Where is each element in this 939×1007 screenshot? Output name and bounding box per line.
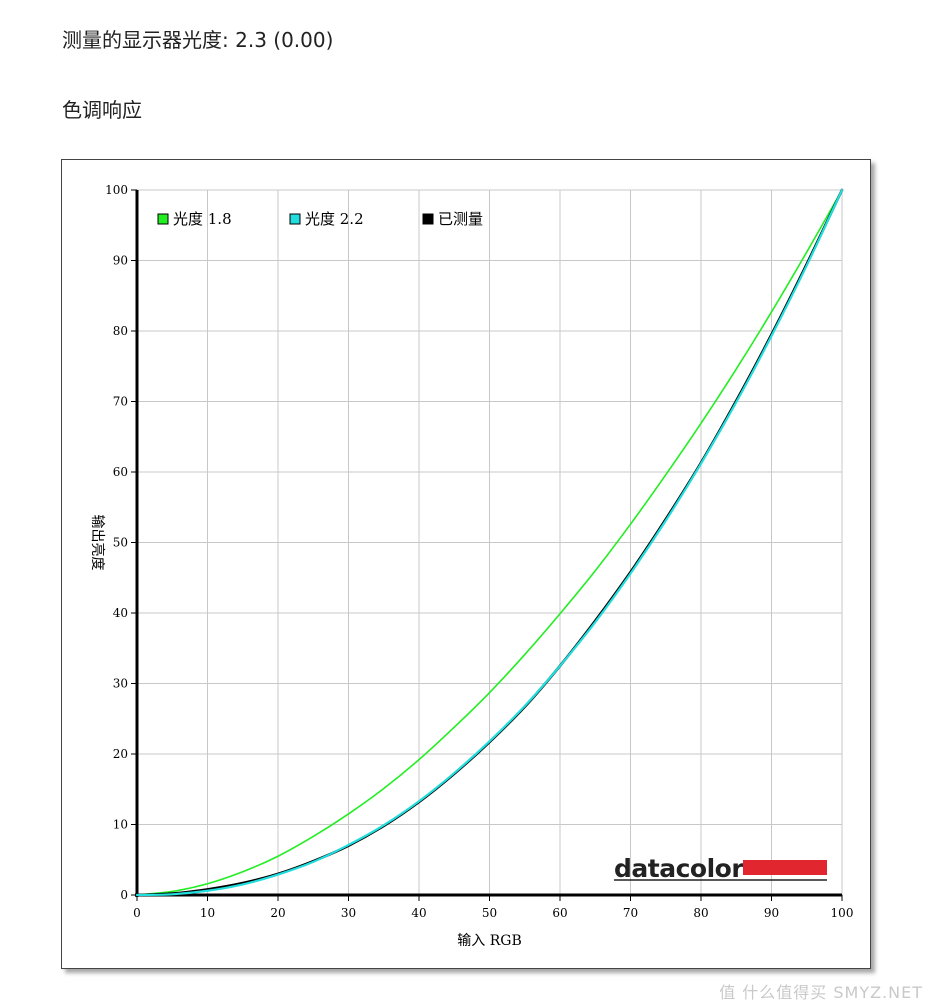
gamma-value: 2.3 (0.00) [235,28,334,52]
tone-response-chart: 0 10 20 30 40 50 60 70 80 90 100 0 10 20 30 40 50 60 70 80 9… [61,159,871,969]
gamma-label: 测量的显示器光度: [62,28,229,52]
x-tick-label: 0 [133,906,141,920]
y-tick-label: 90 [113,254,128,268]
y-tick-label: 30 [113,677,128,691]
chart-labels: 输入 RGB 输出亮度 [89,515,522,950]
y-tick-label: 10 [113,818,128,832]
y-tick-label: 60 [113,465,128,479]
series-line-1 [136,189,843,896]
y-axis-label: 输出亮度 [89,515,106,571]
y-tick-label: 80 [113,324,128,338]
y-tick-label: 70 [113,395,128,409]
legend-swatch [289,213,301,225]
y-tick-label: 50 [113,536,128,550]
legend-label: 光度 1.8 [173,210,232,228]
x-tick-label: 20 [270,906,285,920]
chart-axes: 0 10 20 30 40 50 60 70 80 90 100 0 10 20 30 40 50 60 70 80 9… [105,183,853,920]
series-line-2 [135,188,844,897]
legend-label: 已测量 [438,210,483,228]
chart-grid [136,189,843,896]
y-tick-label: 20 [113,747,128,761]
y-tick-label: 100 [105,183,128,197]
datacolor-logo-text: datacolor [614,854,744,883]
y-tick-label: 0 [120,888,128,902]
chart-legend: 光度 1.8 光度 2.2 已测量 [157,210,483,228]
datacolor-logo: datacolor [614,854,827,883]
watermark: 值 什么值得买 SMYZ.NET [719,983,923,1002]
x-tick-label: 30 [341,906,356,920]
chart-svg: 0 10 20 30 40 50 60 70 80 90 100 0 10 20 30 40 50 60 70 80 9… [89,183,853,950]
legend-swatch [422,213,434,225]
section-title: 色调响应 [62,98,142,122]
x-axis-label: 输入 RGB [457,933,521,949]
x-tick-label: 70 [623,906,638,920]
legend-label: 光度 2.2 [305,210,364,228]
x-tick-label: 50 [482,906,497,920]
gamma-result: 测量的显示器光度: 2.3 (0.00) [62,24,333,53]
chart-series [135,188,844,897]
datacolor-logo-bar [743,860,827,875]
x-tick-label: 80 [693,906,708,920]
x-tick-label: 60 [552,906,567,920]
legend-swatch [157,213,169,225]
x-tick-label: 40 [411,906,426,920]
y-tick-label: 40 [113,606,128,620]
x-tick-label: 90 [764,906,779,920]
x-tick-label: 10 [200,906,215,920]
x-tick-label: 100 [831,906,854,920]
